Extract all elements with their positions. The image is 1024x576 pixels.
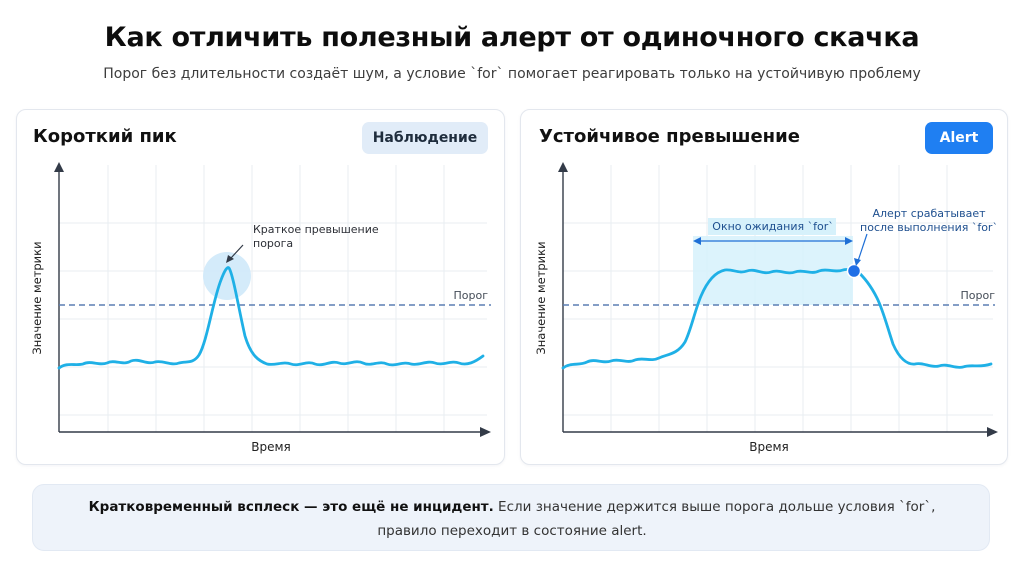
x-axis-label: Время bbox=[749, 440, 789, 454]
page-title: Как отличить полезный алерт от одиночног… bbox=[104, 22, 920, 53]
spike-annotation-arrow bbox=[230, 244, 244, 259]
y-axis-label: Значение метрики bbox=[30, 241, 44, 354]
page-subtitle: Порог без длительности создаёт шум, а ус… bbox=[103, 66, 921, 82]
y-axis-label: Значение метрики bbox=[534, 241, 548, 354]
summary-line-1: Кратковременный всплеск — это ещё не инц… bbox=[33, 499, 991, 515]
threshold-label: Порог bbox=[454, 289, 489, 302]
spike-highlight bbox=[203, 252, 251, 300]
x-axis-arrow-icon bbox=[987, 427, 998, 437]
alert-arrow-head-icon bbox=[854, 258, 861, 266]
for-window-label-bg bbox=[708, 218, 836, 235]
observation-badge: Наблюдение bbox=[362, 122, 488, 154]
summary-note: Кратковременный всплеск — это ещё не инц… bbox=[32, 484, 990, 551]
sustained-breach-panel: Устойчивое превышение Alert Окно ожидани… bbox=[520, 109, 1008, 465]
panel-title-short-spike: Короткий пик bbox=[33, 126, 177, 147]
y-axis-arrow-icon bbox=[558, 162, 568, 172]
metric-series-line bbox=[57, 266, 485, 370]
grid bbox=[59, 165, 487, 432]
bracket-left-arrow-icon bbox=[693, 237, 701, 245]
summary-line-2: правило переходит в состояние alert. bbox=[377, 523, 647, 539]
y-axis-arrow-icon bbox=[54, 162, 64, 172]
x-axis-label: Время bbox=[251, 440, 291, 454]
alert-trigger-point bbox=[846, 263, 862, 279]
short-spike-chart: Порог Краткое превышение порога Значение… bbox=[30, 162, 491, 454]
alert-note-line1: Алерт срабатывает bbox=[873, 207, 987, 220]
panel-title-sustained-breach: Устойчивое превышение bbox=[539, 126, 800, 147]
x-axis-arrow-icon bbox=[480, 427, 491, 437]
threshold-label: Порог bbox=[961, 289, 996, 302]
for-window-label: Окно ожидания `for` bbox=[712, 220, 833, 233]
sustained-breach-chart: Окно ожидания `for` Порог Алерт срабатыв… bbox=[534, 162, 998, 454]
alert-annotation-arrow bbox=[857, 233, 868, 262]
bracket-right-arrow-icon bbox=[845, 237, 853, 245]
spike-annotation-line2: порога bbox=[253, 237, 293, 250]
arrow-head-icon bbox=[226, 255, 234, 263]
metric-series-line bbox=[561, 268, 993, 370]
short-spike-panel: Короткий пик Наблюдение Порог bbox=[16, 109, 505, 465]
summary-text-1: Если значение держится выше порога дольш… bbox=[493, 499, 936, 515]
alert-badge: Alert bbox=[925, 122, 993, 154]
spike-annotation-line1: Краткое превышение bbox=[253, 223, 379, 236]
summary-bold-text: Кратковременный всплеск — это ещё не инц… bbox=[88, 499, 494, 515]
alert-note-line2: после выполнения `for` bbox=[860, 221, 998, 234]
